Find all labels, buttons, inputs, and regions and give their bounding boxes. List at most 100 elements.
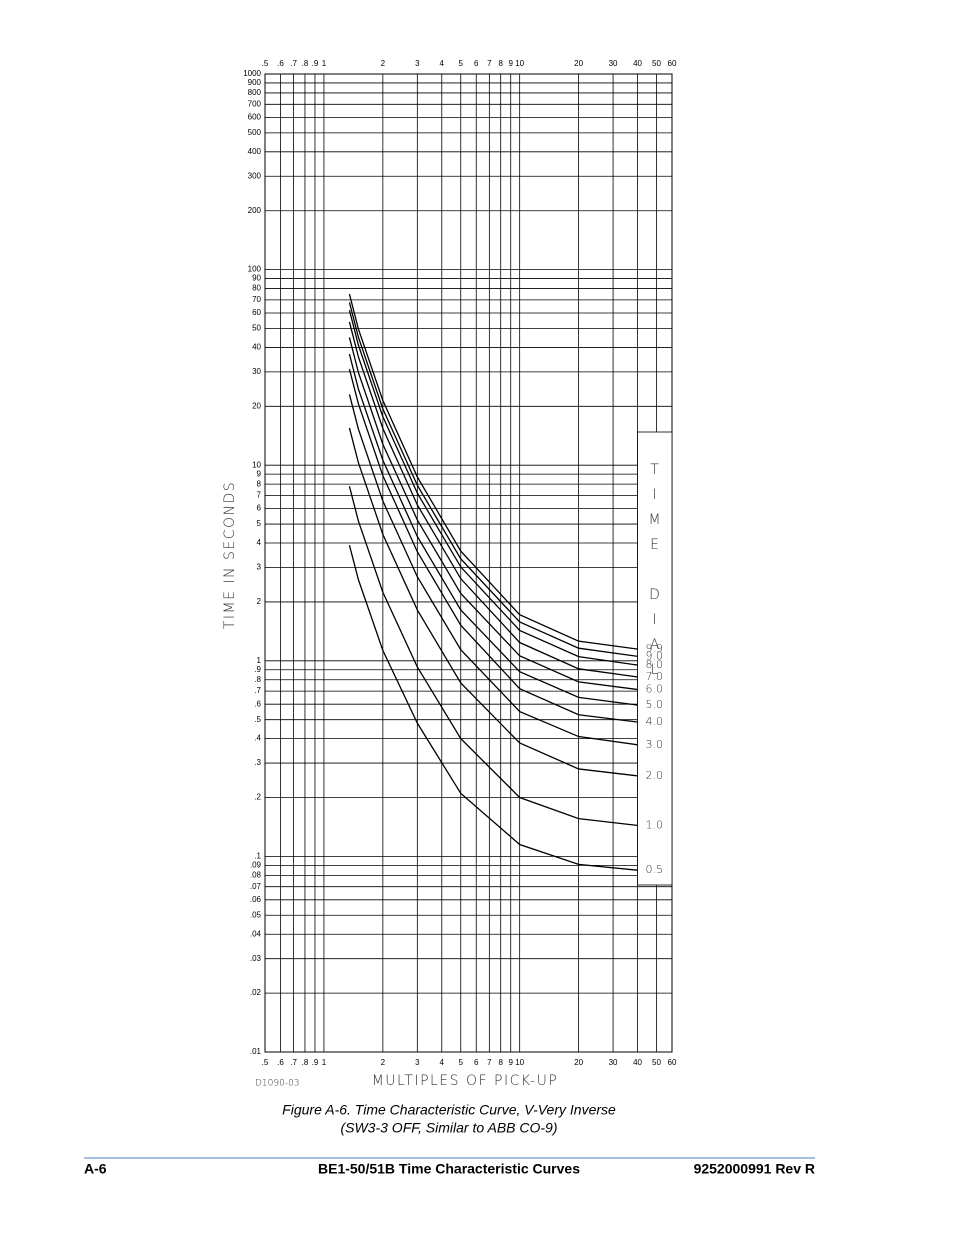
y-tick-label: .08 (250, 870, 262, 879)
y-tick-label: 30 (252, 367, 261, 376)
y-tick-label: 60 (252, 308, 261, 317)
x-tick-label: 5 (459, 59, 464, 68)
y-tick-label: .6 (254, 699, 261, 708)
y-tick-label: 600 (248, 113, 262, 122)
curve (348, 310, 638, 666)
y-tick-label: 70 (252, 295, 261, 304)
x-tick-label: 10 (515, 1058, 524, 1067)
curve (348, 545, 638, 871)
y-tick-label: 900 (248, 78, 262, 87)
curve (348, 337, 638, 691)
y-tick-label: 1 (257, 656, 262, 665)
y-tick-label: 40 (252, 343, 261, 352)
legend-entry: 0.5 (646, 863, 664, 876)
legend-entry: 9.0 (646, 649, 664, 662)
y-tick-label: 1000 (243, 69, 261, 78)
x-tick-label: 1 (322, 59, 327, 68)
y-tick-label: 20 (252, 401, 261, 410)
x-tick-label: 8 (498, 59, 503, 68)
y-tick-label: .9 (254, 665, 261, 674)
legend-entry: 8.0 (646, 658, 664, 671)
y-tick-label: .05 (250, 910, 262, 919)
y-tick-label: 100 (248, 265, 262, 274)
y-tick-label: .5 (254, 715, 261, 724)
y-tick-label: .01 (250, 1047, 262, 1056)
y-tick-label: 2 (257, 597, 262, 606)
y-axis-label: TIME IN SECONDS (222, 481, 238, 629)
y-tick-label: 7 (257, 491, 262, 500)
legend-title: TIME DIAL (647, 462, 663, 687)
x-tick-label: 4 (440, 59, 445, 68)
x-tick-label: .8 (302, 59, 309, 68)
x-tick-label: 9 (508, 1058, 513, 1067)
x-tick-label: .5 (262, 59, 269, 68)
y-tick-label: 500 (248, 128, 262, 137)
legend-entry: 6.0 (646, 683, 664, 696)
x-tick-label: 6 (474, 1058, 479, 1067)
legend-entry: 3.0 (646, 738, 664, 751)
curve (348, 321, 638, 678)
y-tick-label: .02 (250, 988, 262, 997)
curve (348, 394, 638, 746)
x-tick-label: .9 (312, 1058, 319, 1067)
legend-entry: 2.0 (646, 769, 664, 782)
curve (348, 368, 638, 723)
x-axis-label: MULTIPLES OF PICK-UP (372, 1073, 559, 1089)
x-tick-label: 60 (668, 59, 677, 68)
x-tick-label: 50 (652, 1058, 661, 1067)
footer-center: BE1-50/51B Time Characteristic Curves (318, 1161, 580, 1177)
y-tick-label: 9 (257, 469, 262, 478)
legend-entry: 9.9 (646, 642, 664, 655)
x-tick-label: .7 (290, 59, 297, 68)
x-tick-label: .6 (277, 59, 284, 68)
curve (348, 427, 638, 777)
y-tick-label: 10 (252, 460, 261, 469)
x-tick-label: 9 (508, 59, 513, 68)
curve (348, 353, 638, 706)
y-tick-label: 400 (248, 147, 262, 156)
footer-left: A-6 (84, 1161, 107, 1177)
x-tick-label: 10 (515, 59, 524, 68)
y-tick-label: 6 (257, 504, 262, 513)
legend-entry: 7.0 (646, 670, 664, 683)
y-tick-label: 90 (252, 274, 261, 283)
y-tick-label: .2 (254, 793, 261, 802)
curve (348, 486, 638, 827)
y-tick-label: .09 (250, 860, 262, 869)
curve (348, 293, 638, 650)
y-tick-label: .07 (250, 882, 262, 891)
x-tick-label: 7 (487, 59, 492, 68)
y-tick-label: 800 (248, 88, 262, 97)
x-tick-label: 20 (574, 59, 583, 68)
legend-entry: 4.0 (646, 715, 664, 728)
x-tick-label: .7 (290, 1058, 297, 1067)
x-tick-label: .5 (262, 1058, 269, 1067)
y-tick-label: 3 (257, 563, 262, 572)
legend-entry: 5.0 (646, 698, 664, 711)
legend-entry: 1.0 (646, 818, 664, 831)
y-tick-label: 700 (248, 99, 262, 108)
x-tick-label: .9 (312, 59, 319, 68)
y-tick-label: 8 (257, 479, 262, 488)
x-tick-label: 40 (633, 1058, 642, 1067)
y-tick-label: .06 (250, 895, 262, 904)
drawing-number: D1090-03 (255, 1079, 300, 1089)
x-tick-label: 3 (415, 1058, 420, 1067)
y-tick-label: .8 (254, 675, 261, 684)
x-tick-label: 50 (652, 59, 661, 68)
x-tick-label: 30 (609, 1058, 618, 1067)
y-tick-label: 50 (252, 324, 261, 333)
x-tick-label: 1 (322, 1058, 327, 1067)
y-tick-label: .04 (250, 929, 262, 938)
x-tick-label: 20 (574, 1058, 583, 1067)
x-tick-label: 6 (474, 59, 479, 68)
y-tick-label: 4 (257, 538, 262, 547)
x-tick-label: 2 (381, 59, 386, 68)
x-tick-label: 30 (609, 59, 618, 68)
x-tick-label: 4 (440, 1058, 445, 1067)
y-tick-label: .3 (254, 758, 261, 767)
x-tick-label: 2 (381, 1058, 386, 1067)
y-tick-label: 200 (248, 206, 262, 215)
